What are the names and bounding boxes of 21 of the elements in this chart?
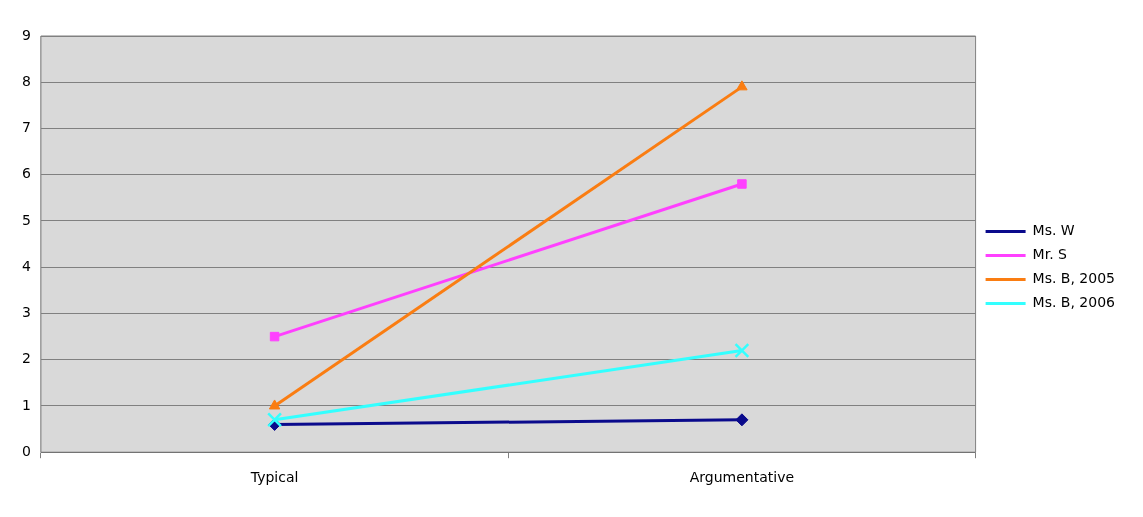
point xyxy=(269,331,280,342)
point xyxy=(737,179,747,189)
y-tick-label: 1 xyxy=(21,396,31,413)
y-tick-label: 7 xyxy=(21,119,31,136)
y-tick-label: 2 xyxy=(21,350,31,367)
legend-label: Ms. B, 2006 xyxy=(1032,294,1116,311)
point xyxy=(735,413,749,427)
x-tick-label: Argumentative xyxy=(689,469,795,486)
y-tick-label: 6 xyxy=(21,165,31,182)
y-tick-label: 4 xyxy=(21,257,31,274)
point xyxy=(266,412,283,428)
y-tick-label: 3 xyxy=(21,304,31,321)
y-tick-label: 5 xyxy=(21,211,31,228)
x-tick-label: Typical xyxy=(249,469,299,486)
legend-label: Mr. S xyxy=(1032,246,1068,263)
legend-label: Ms. W xyxy=(1032,222,1075,239)
legend-label: Ms. B, 2005 xyxy=(1032,270,1116,287)
y-tick-label: 8 xyxy=(21,72,31,89)
point xyxy=(734,342,750,359)
y-tick-label: 9 xyxy=(21,26,31,43)
y-tick-label: 0 xyxy=(21,442,31,459)
